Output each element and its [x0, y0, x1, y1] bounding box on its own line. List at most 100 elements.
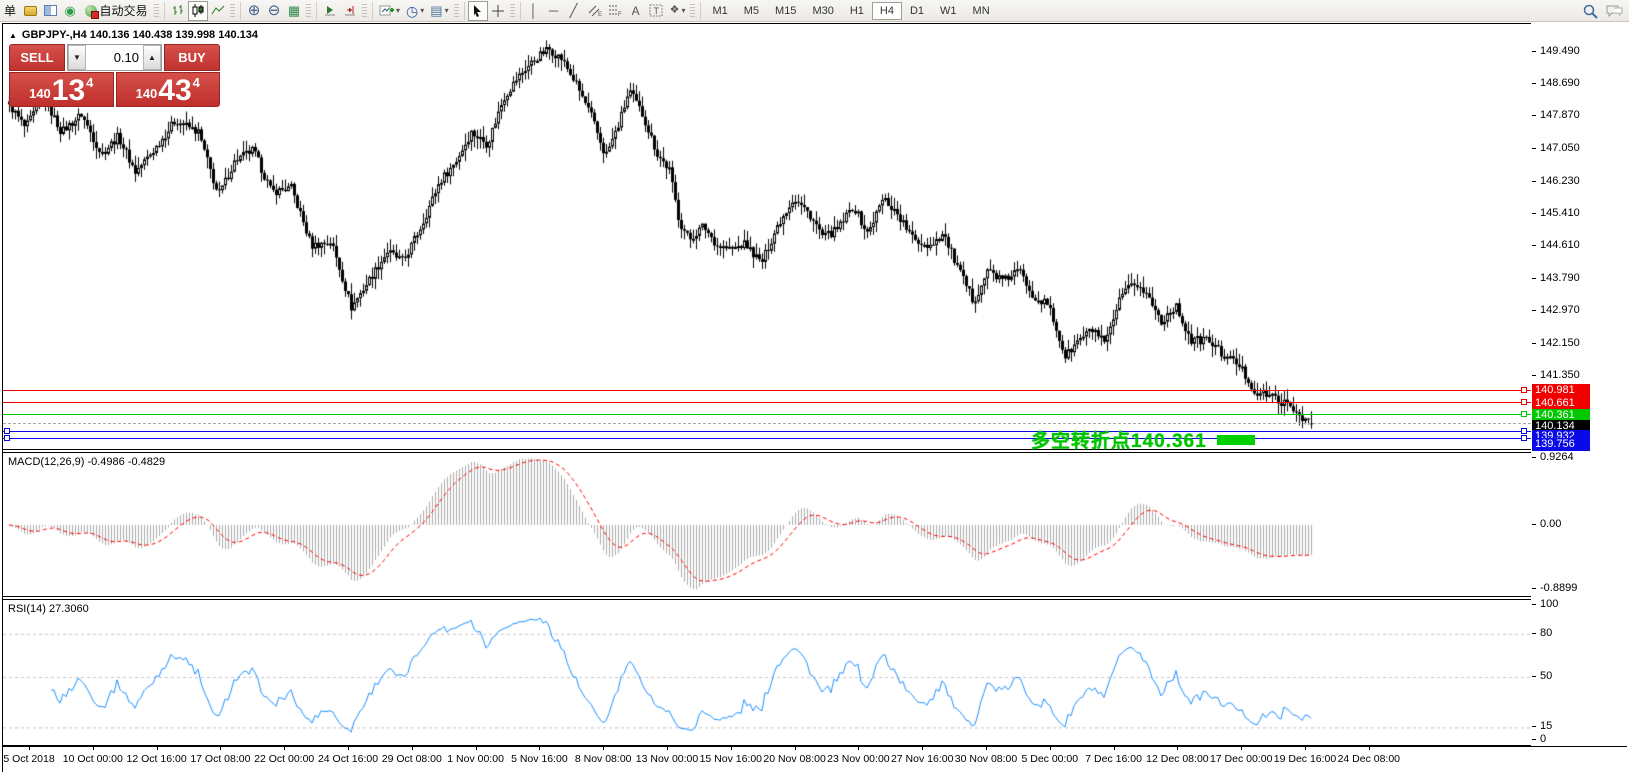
equidistant-channel-button[interactable]: E	[584, 1, 605, 21]
tile-windows-button[interactable]: ▦	[284, 1, 304, 21]
axis-label: 80	[1540, 626, 1553, 639]
toolbar-grip	[453, 3, 459, 18]
rsi-panel[interactable]: RSI(14) 27.3060	[3, 599, 1532, 747]
sell-price-display[interactable]: 140 13 4	[9, 72, 114, 107]
time-label: 27 Nov 16:00	[890, 753, 954, 765]
axis-tick	[1532, 726, 1536, 728]
axis-label: 145.410	[1540, 207, 1580, 220]
axis-label: 142.150	[1540, 337, 1580, 350]
search-icon[interactable]	[1583, 4, 1598, 19]
toolbar-grip	[690, 3, 696, 18]
chart-title: ▲ GBPJPY-,H4 140.136 140.438 139.998 140…	[9, 29, 258, 41]
chat-icon[interactable]	[1606, 4, 1623, 18]
timeframe-button-h4[interactable]: H4	[871, 1, 902, 20]
time-label: 5 Nov 16:00	[511, 753, 568, 765]
horizontal-line-140.361[interactable]	[3, 414, 1531, 415]
line-handle[interactable]	[1521, 387, 1527, 393]
new-order-button[interactable]	[20, 1, 40, 21]
axis-tick	[1532, 588, 1536, 590]
toolbar-grip	[306, 3, 312, 18]
macd-chart-canvas[interactable]	[3, 454, 1531, 598]
axis-label: 144.610	[1540, 239, 1580, 252]
time-tick	[1177, 747, 1179, 750]
time-label: 19 Dec 16:00	[1273, 753, 1337, 765]
volume-input[interactable]	[86, 45, 143, 70]
line-handle[interactable]	[1521, 428, 1527, 434]
toolbar-grip	[509, 3, 515, 18]
signal-icon: ◉	[64, 3, 76, 18]
text-label-button[interactable]: T	[646, 1, 667, 21]
price-panel[interactable]: ▲ GBPJPY-,H4 140.136 140.438 139.998 140…	[3, 24, 1532, 452]
axis-tick	[1532, 180, 1536, 182]
time-axis[interactable]: 5 Oct 2018 10 Oct 00:00 12 Oct 16:00 17 Oct…	[3, 746, 1627, 772]
buy-button[interactable]: BUY	[164, 44, 220, 71]
line-chart-button[interactable]	[208, 1, 228, 21]
candlestick-chart-button[interactable]	[188, 0, 209, 21]
line-handle[interactable]	[4, 428, 10, 434]
horizontal-line-139.756[interactable]	[3, 438, 1531, 439]
timeframe-button-m30[interactable]: M30	[812, 4, 834, 17]
buy-price-display[interactable]: 140 43 4	[115, 72, 220, 107]
trendline-button[interactable]: ╱	[564, 1, 584, 21]
price-axis[interactable]: 149.490 148.690 147.870 147.050 146.230 145.4…	[1531, 23, 1628, 746]
axis-label: 0.9264	[1540, 451, 1574, 464]
timeframe-button-mn[interactable]: MN	[972, 4, 990, 17]
fibonacci-button[interactable]: F	[605, 1, 626, 21]
horizontal-line-140.661[interactable]	[3, 402, 1531, 403]
zoom-out-button[interactable]: ⊖	[264, 1, 284, 21]
axis-tick	[1532, 213, 1536, 215]
new-order-icon	[23, 5, 37, 16]
svg-text:T: T	[653, 6, 659, 16]
arrows-button[interactable]: ❖ ▾	[667, 1, 689, 21]
dropdown-arrow-icon: ▾	[396, 6, 401, 15]
time-label: 8 Nov 08:00	[574, 753, 632, 765]
buy-price-prefix: 140	[135, 86, 158, 101]
line-handle[interactable]	[4, 435, 10, 441]
line-handle[interactable]	[1521, 435, 1527, 441]
chart-shift-button[interactable]	[340, 1, 360, 21]
toolbar-separator	[463, 1, 465, 20]
signals-button[interactable]: ◉	[60, 1, 80, 21]
text-button[interactable]: A	[626, 1, 646, 21]
volume-increase-button[interactable]: ▲	[143, 45, 161, 70]
collapse-trade-panel-icon[interactable]: ▲	[9, 30, 17, 40]
time-tick	[1241, 747, 1243, 750]
vertical-line-button[interactable]: │	[524, 1, 544, 21]
sell-price-sup: 4	[86, 75, 94, 90]
price-line-badge: 140.661	[1532, 397, 1590, 410]
autotrading-label: 自动交易	[99, 4, 148, 18]
one-click-trading-panel: SELL ▼ ▲ BUY 140 13 4 140 43 4	[9, 44, 220, 107]
autotrading-button[interactable]: 自动交易	[80, 1, 152, 21]
horizontal-line-140.981[interactable]	[3, 390, 1531, 391]
line-handle[interactable]	[1521, 399, 1527, 405]
indicators-button[interactable]: ▾	[376, 1, 403, 21]
crosshair-button[interactable]	[488, 1, 508, 21]
line-handle[interactable]	[1521, 411, 1527, 417]
price-line-badge: 139.756	[1532, 438, 1590, 451]
axis-label: 50	[1540, 670, 1553, 682]
profiles-button[interactable]	[40, 1, 60, 21]
candlestick-chart-canvas[interactable]	[3, 24, 1531, 449]
time-tick	[475, 747, 477, 750]
horizontal-line-139.932[interactable]	[3, 431, 1531, 432]
macd-panel[interactable]: MACD(12,26,9) -0.4986 -0.4829	[3, 452, 1532, 598]
templates-button[interactable]: ▤ ▾	[427, 1, 451, 21]
timeframe-button-h1[interactable]: H1	[849, 4, 864, 17]
timeframe-button-w1[interactable]: W1	[940, 4, 957, 17]
auto-scroll-icon	[325, 6, 336, 16]
timeframe-button-m5[interactable]: M5	[743, 4, 760, 17]
menu-partial[interactable]: 单	[4, 4, 17, 18]
cursor-button[interactable]	[467, 0, 488, 21]
axis-tick	[1532, 115, 1536, 117]
periods-button[interactable]: ◷ ▾	[403, 1, 427, 21]
timeframe-button-m1[interactable]: M1	[712, 4, 728, 17]
horizontal-line-button[interactable]: ─	[544, 1, 564, 21]
auto-scroll-button[interactable]	[320, 1, 340, 21]
bar-chart-button[interactable]	[168, 1, 188, 21]
zoom-in-button[interactable]: ⊕	[244, 1, 264, 21]
timeframe-button-m15[interactable]: M15	[775, 4, 797, 17]
sell-button[interactable]: SELL	[9, 44, 65, 71]
volume-decrease-button[interactable]: ▼	[68, 45, 86, 70]
rsi-chart-canvas[interactable]	[3, 601, 1531, 747]
timeframe-button-d1[interactable]: D1	[909, 4, 925, 17]
